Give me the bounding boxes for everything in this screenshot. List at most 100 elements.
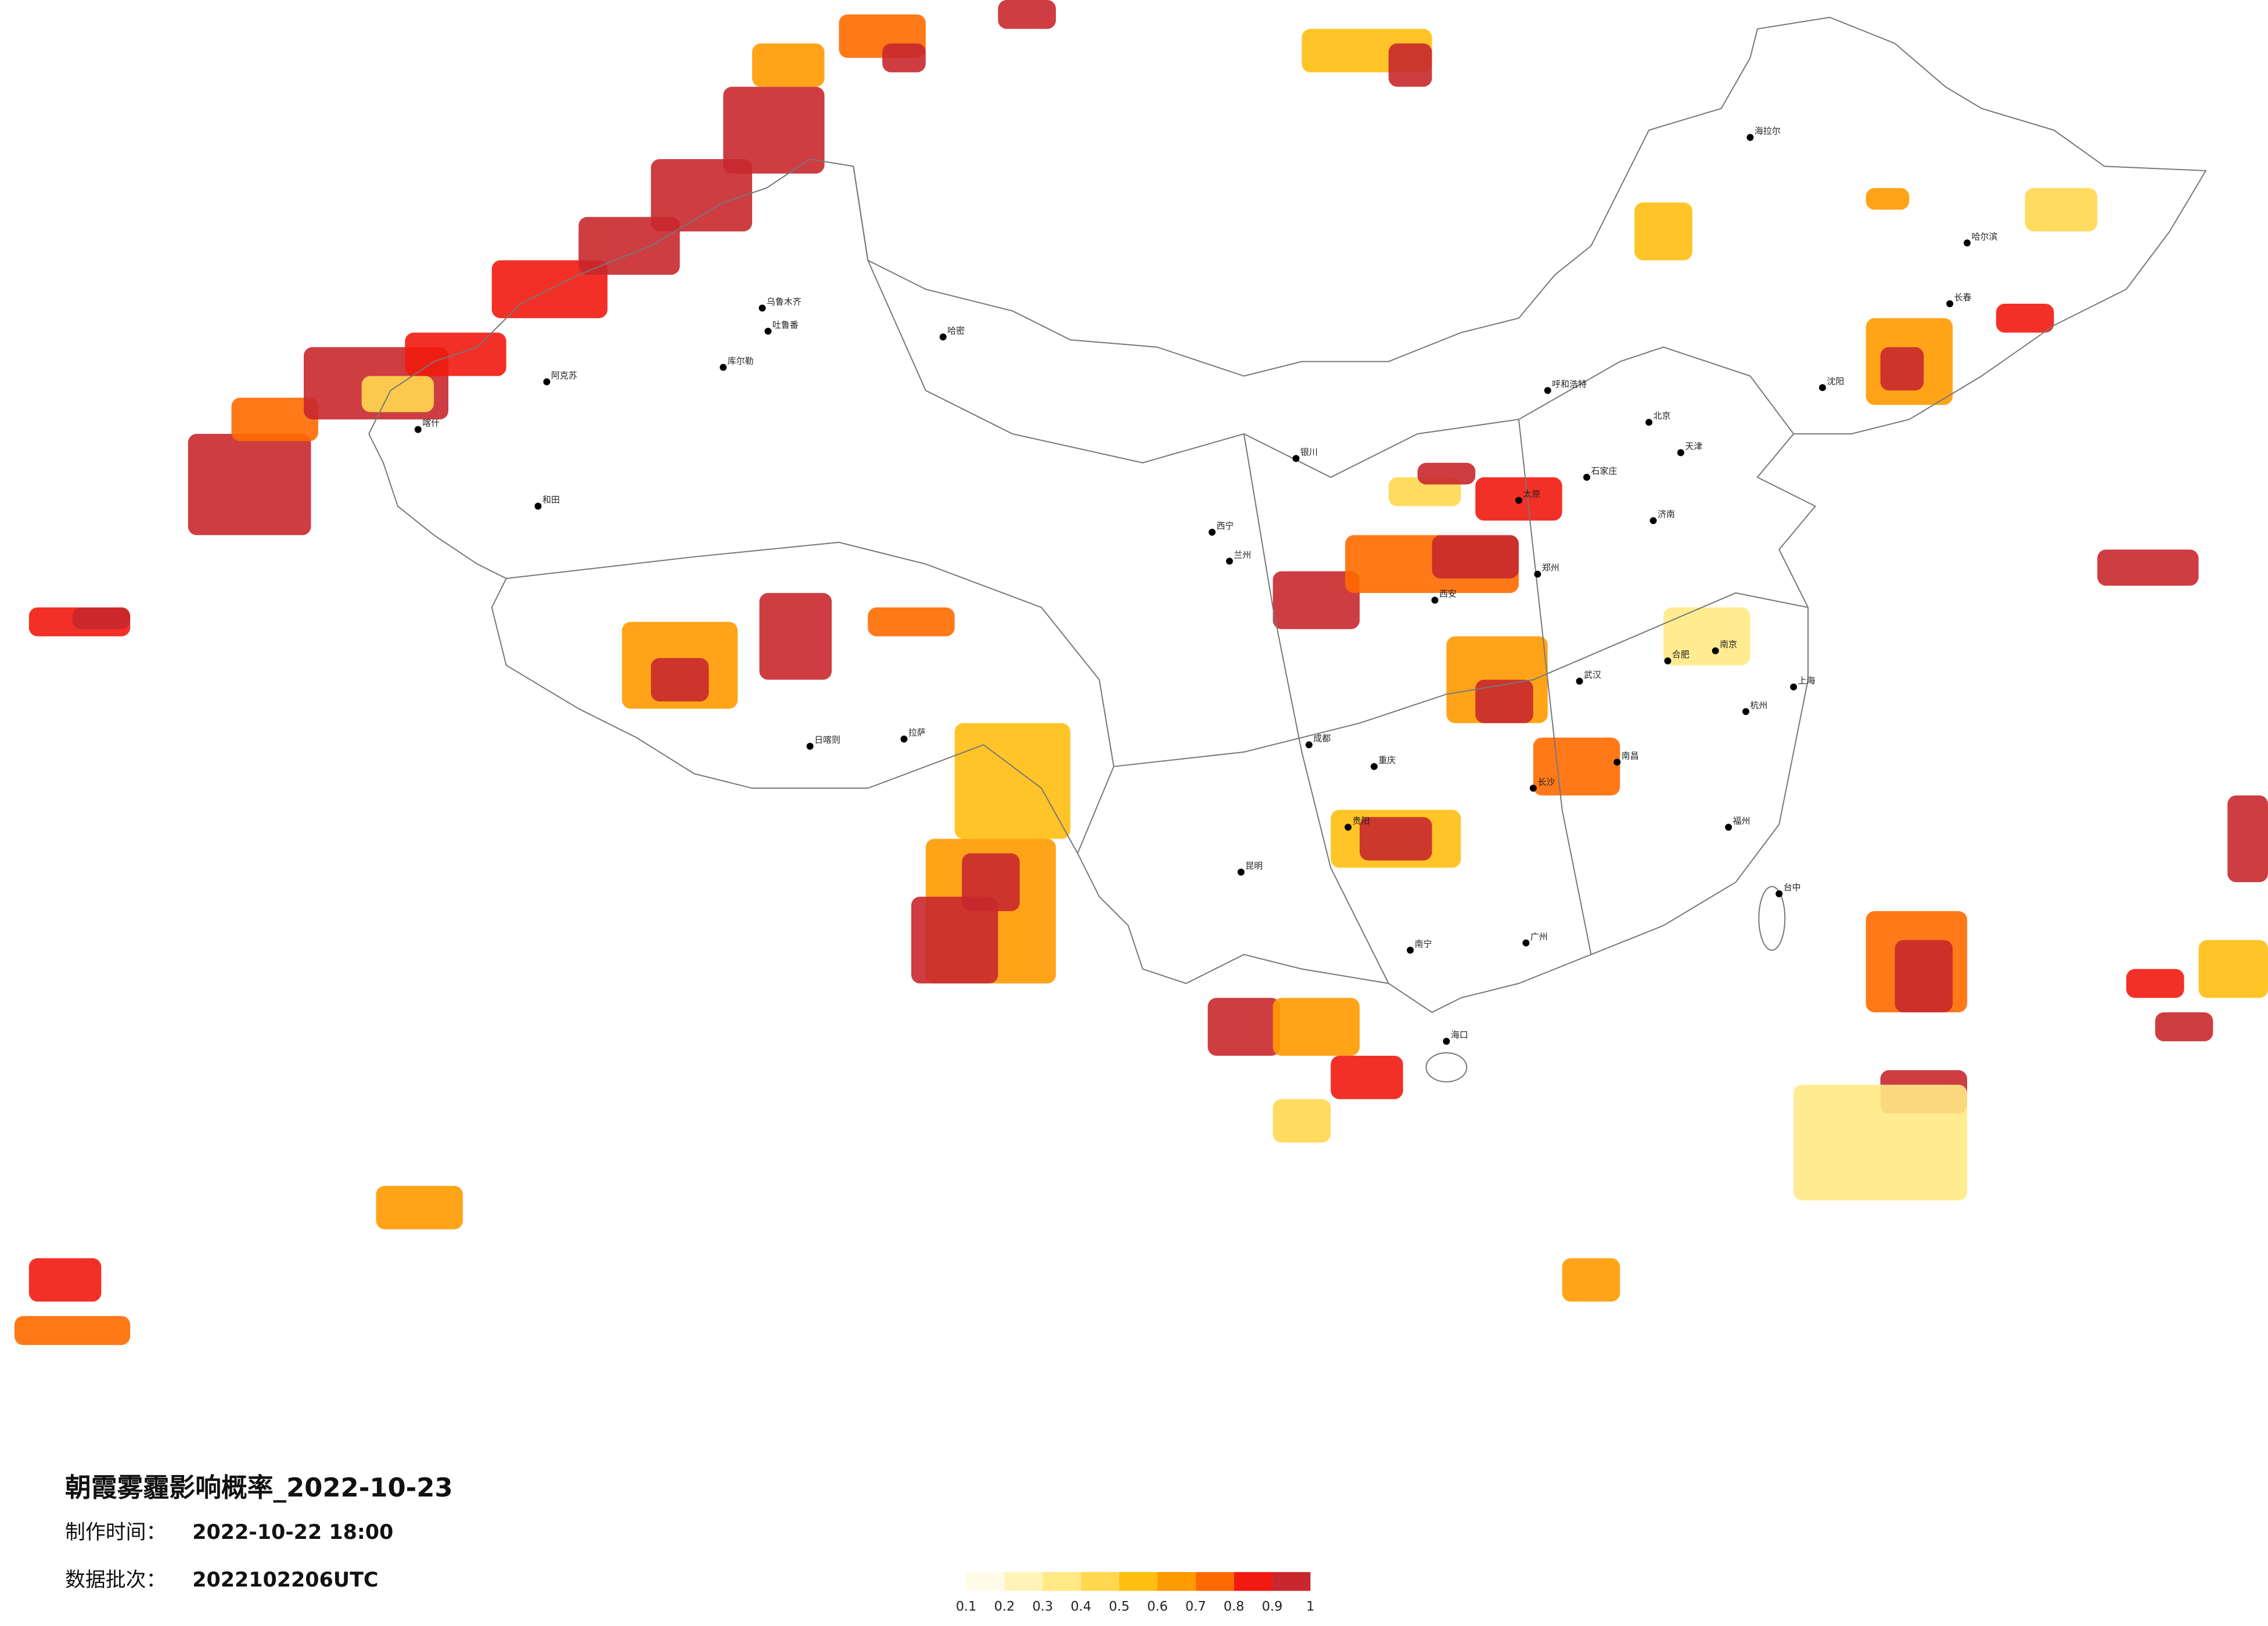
city-label: 郑州 bbox=[1542, 563, 1559, 573]
city-label: 南昌 bbox=[1622, 750, 1639, 761]
city-dot bbox=[1209, 528, 1216, 536]
province-border bbox=[1243, 433, 1389, 984]
haze-area bbox=[650, 159, 753, 232]
haze-area bbox=[998, 0, 1056, 29]
city-dot bbox=[1818, 384, 1826, 391]
city-dot bbox=[1345, 823, 1352, 831]
colorbar-tick-label: 0.2 bbox=[994, 1599, 1015, 1614]
haze-area bbox=[578, 217, 680, 275]
city-dot bbox=[1649, 517, 1657, 524]
city-label: 天津 bbox=[1685, 441, 1702, 452]
haze-area bbox=[868, 607, 955, 636]
city-dot bbox=[1407, 947, 1414, 954]
city-dot bbox=[1964, 239, 1971, 247]
haze-area bbox=[2198, 940, 2268, 998]
city-label: 西安 bbox=[1439, 589, 1457, 599]
city-dot bbox=[1677, 449, 1684, 456]
haze-area bbox=[14, 1316, 131, 1346]
batch: 2022102206UTC bbox=[192, 1569, 378, 1592]
city-dot bbox=[1534, 570, 1541, 578]
city-dot bbox=[1725, 823, 1733, 831]
colorbar-tick-label: 0.8 bbox=[1224, 1599, 1245, 1614]
city-dot bbox=[720, 364, 727, 371]
haze-area bbox=[759, 593, 832, 680]
city-label: 海口 bbox=[1451, 1030, 1468, 1040]
city-label: 和田 bbox=[542, 495, 560, 505]
city-dot bbox=[1370, 762, 1378, 770]
city-dot bbox=[534, 502, 542, 510]
haze-area bbox=[2126, 969, 2184, 998]
city-label: 吐鲁番 bbox=[772, 319, 799, 330]
city-label: 上海 bbox=[1798, 675, 1816, 686]
haze-area bbox=[2025, 188, 2098, 232]
city-dot bbox=[543, 378, 551, 386]
city-dot bbox=[1790, 683, 1798, 690]
haze-area bbox=[752, 43, 825, 87]
taiwan bbox=[1758, 886, 1786, 951]
colorbar-tick-label: 0.5 bbox=[1109, 1599, 1130, 1614]
issue-time: 2022-10-22 18:00 bbox=[192, 1521, 393, 1544]
city-label: 重庆 bbox=[1378, 755, 1396, 765]
province-border bbox=[853, 166, 1794, 478]
city-label: 长沙 bbox=[1537, 776, 1555, 787]
haze-area bbox=[1273, 571, 1360, 629]
city-dot bbox=[1305, 741, 1313, 749]
colorbar-tick-label: 0.9 bbox=[1262, 1599, 1283, 1614]
city-label: 呼和浩特 bbox=[1552, 379, 1587, 389]
province-border bbox=[506, 541, 1115, 854]
city-dot bbox=[806, 743, 814, 750]
city-label: 广州 bbox=[1530, 931, 1548, 942]
haze-area bbox=[1432, 535, 1519, 579]
hainan bbox=[1425, 1052, 1468, 1082]
province-border bbox=[1518, 419, 1592, 955]
city-label: 贵阳 bbox=[1353, 816, 1370, 826]
haze-area bbox=[231, 397, 318, 441]
haze-area bbox=[188, 434, 311, 535]
city-dot bbox=[1443, 1038, 1450, 1045]
city-dot bbox=[1712, 647, 1719, 654]
city-dot bbox=[1431, 596, 1439, 604]
haze-area bbox=[1866, 188, 1910, 210]
haze-area bbox=[1417, 462, 1476, 485]
haze-area bbox=[1207, 998, 1281, 1056]
haze-area bbox=[962, 853, 1020, 911]
colorbar-cell bbox=[1272, 1572, 1311, 1591]
city-dot bbox=[1529, 785, 1537, 792]
city-label: 合肥 bbox=[1672, 649, 1690, 660]
colorbar-tick-label: 0.6 bbox=[1147, 1599, 1168, 1614]
colorbar-tick-label: 1 bbox=[1306, 1599, 1314, 1614]
city-label: 日喀则 bbox=[814, 735, 840, 745]
province-border bbox=[1113, 592, 1809, 767]
city-dot bbox=[759, 304, 766, 312]
city-label: 西宁 bbox=[1216, 521, 1234, 531]
haze-area bbox=[1273, 1099, 1331, 1143]
city-label: 石家庄 bbox=[1591, 466, 1617, 476]
haze-area bbox=[1388, 43, 1432, 87]
haze-area bbox=[1895, 940, 1953, 1013]
city-label: 拉萨 bbox=[908, 728, 926, 738]
colorbar-cell bbox=[1195, 1572, 1234, 1591]
city-dot bbox=[1742, 708, 1749, 715]
city-dot bbox=[1946, 300, 1954, 307]
haze-area bbox=[1793, 1084, 1967, 1201]
city-dot bbox=[1664, 657, 1672, 665]
city-label: 武汉 bbox=[1584, 670, 1601, 680]
city-label: 昆明 bbox=[1245, 861, 1263, 871]
city-label: 库尔勒 bbox=[728, 356, 754, 366]
colorbar-cell bbox=[966, 1572, 1005, 1591]
city-dot bbox=[1583, 473, 1590, 481]
city-dot bbox=[939, 333, 947, 341]
colorbar-tick-label: 0.1 bbox=[956, 1599, 977, 1614]
issue-label: 制作时间： bbox=[65, 1521, 166, 1544]
haze-area bbox=[1533, 738, 1620, 796]
city-label: 哈密 bbox=[947, 325, 965, 336]
city-label: 银川 bbox=[1300, 447, 1318, 458]
colorbar-cell bbox=[1157, 1572, 1196, 1591]
city-dot bbox=[1237, 868, 1245, 876]
haze-area bbox=[1273, 998, 1360, 1056]
city-dot bbox=[414, 426, 422, 433]
haze-area bbox=[954, 723, 1070, 839]
haze-area bbox=[1634, 202, 1692, 261]
